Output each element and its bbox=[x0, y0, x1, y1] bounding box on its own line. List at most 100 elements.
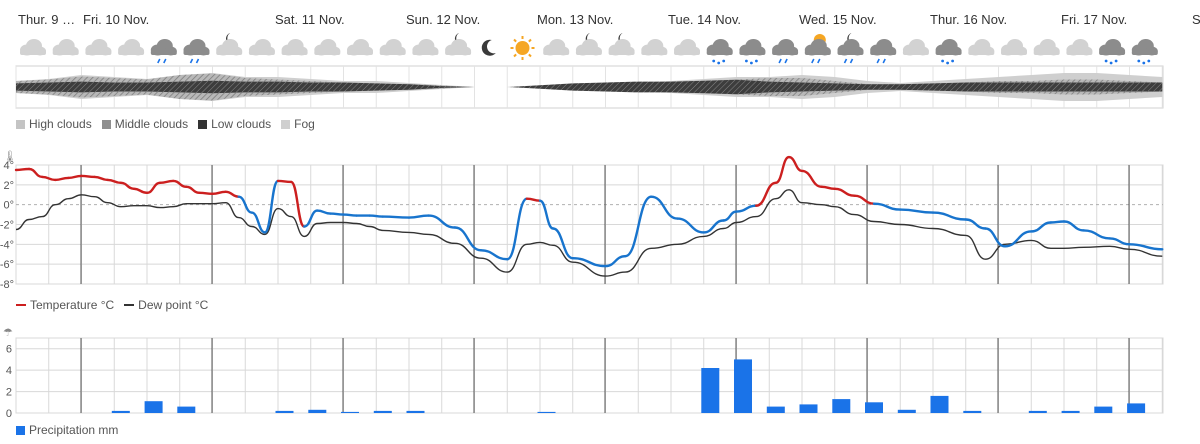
precipitation-bar bbox=[373, 410, 392, 413]
precipitation-bar bbox=[341, 411, 359, 413]
temperature-line-segment bbox=[872, 202, 902, 211]
temperature-line-segment bbox=[1049, 220, 1066, 224]
snow-cloud-icon bbox=[1099, 39, 1126, 65]
cloud-base bbox=[52, 50, 79, 55]
rain-drop bbox=[195, 58, 200, 64]
cloud-base bbox=[968, 50, 995, 55]
sun-icon bbox=[510, 36, 535, 60]
rain-drop bbox=[882, 58, 886, 64]
cloudy-icon bbox=[674, 39, 700, 56]
temperature-line-segment bbox=[41, 175, 57, 182]
rain-drop bbox=[189, 58, 194, 64]
temperature-line-segment bbox=[250, 211, 267, 234]
precipitation-bar bbox=[275, 410, 294, 413]
cloud-legend: High clouds Middle clouds Low clouds Fog bbox=[16, 117, 315, 131]
legend-temperature[interactable]: Temperature °C bbox=[16, 298, 114, 312]
cloud-base bbox=[902, 50, 929, 55]
cloudy-icon bbox=[412, 39, 439, 56]
cloud-base bbox=[739, 50, 766, 55]
legend-fog-label: Fog bbox=[294, 117, 315, 131]
temperature-tick-label: -2° bbox=[0, 220, 14, 232]
day-labels: Thur. 9 … Fri. 10 Nov. Sat. 11 Nov. Sun. 12… bbox=[18, 12, 1200, 27]
temperature-line-segment bbox=[106, 178, 122, 184]
temperature-line-segment bbox=[329, 212, 345, 216]
cloud-base bbox=[804, 50, 831, 55]
temperature-line-segment bbox=[67, 174, 83, 180]
rain-drop bbox=[778, 58, 782, 64]
temperature-tick-label: 4° bbox=[3, 160, 14, 172]
cloud-base bbox=[412, 50, 439, 55]
cloud-base bbox=[248, 50, 275, 55]
legend-low-clouds[interactable]: Low clouds bbox=[198, 117, 271, 131]
cloud-base bbox=[870, 50, 897, 55]
precipitation-bar bbox=[930, 395, 949, 413]
moon-shape bbox=[481, 39, 496, 56]
temperature-line-segment bbox=[1062, 220, 1085, 232]
cloud-base bbox=[445, 50, 472, 55]
cloudy-icon bbox=[543, 39, 570, 56]
temperature-line-segment bbox=[735, 204, 758, 213]
day-label: Tue. 14 Nov. bbox=[668, 12, 741, 27]
legend-precipitation[interactable]: Precipitation mm bbox=[16, 423, 118, 437]
temperature-tick-label: 2° bbox=[3, 180, 14, 192]
rain-cloud-icon bbox=[183, 39, 210, 64]
legend-low-clouds-label: Low clouds bbox=[211, 117, 272, 131]
temperature-line-segment bbox=[342, 213, 358, 217]
day-label: Mon. 13 Nov. bbox=[537, 12, 613, 27]
legend-high-clouds-label: High clouds bbox=[29, 117, 92, 131]
temperature-line-segment bbox=[479, 249, 509, 261]
temperature-line-segment bbox=[263, 179, 280, 234]
cloud-base bbox=[608, 50, 635, 55]
snow-cloud-icon bbox=[706, 39, 733, 65]
thermometer-icon: 🌡 bbox=[3, 150, 17, 163]
day-label: Sat. 11 Nov. bbox=[275, 12, 345, 27]
precipitation-bar bbox=[1028, 410, 1047, 413]
cloudy-icon bbox=[641, 39, 668, 56]
snow-flake bbox=[1109, 61, 1113, 65]
cloud-base bbox=[1066, 50, 1093, 55]
snow-flake bbox=[717, 61, 721, 65]
legend-middle-clouds[interactable]: Middle clouds bbox=[101, 117, 188, 131]
legend-fog[interactable]: Fog bbox=[281, 117, 315, 131]
snow-flake bbox=[1147, 59, 1151, 63]
temperature-line-segment bbox=[676, 217, 705, 234]
precipitation-bar bbox=[963, 410, 982, 413]
cloudy-icon bbox=[1001, 39, 1027, 56]
cloud-base bbox=[1099, 50, 1126, 55]
cloud-base bbox=[118, 50, 145, 55]
cloud-base bbox=[706, 50, 733, 55]
snow-cloud-icon bbox=[739, 39, 766, 65]
cloud-base bbox=[183, 50, 210, 55]
temperature-line-segment bbox=[774, 155, 791, 184]
cloud-base bbox=[575, 50, 602, 55]
precipitation-tick-label: 4 bbox=[6, 365, 12, 377]
temperature-line-segment bbox=[316, 209, 332, 215]
sun-ray bbox=[513, 38, 517, 43]
precipitation-bar bbox=[1127, 403, 1146, 413]
night-partly-cloudy-icon bbox=[575, 33, 602, 56]
cloud-base bbox=[837, 50, 864, 55]
cloudy-icon bbox=[85, 39, 112, 56]
cloud-cover-band bbox=[15, 65, 1164, 109]
temperature-line-segment bbox=[54, 176, 70, 182]
cloud-base bbox=[1033, 50, 1060, 55]
precipitation-bar bbox=[1094, 406, 1113, 413]
snow-flake bbox=[1142, 61, 1146, 65]
sun-ray bbox=[528, 38, 532, 43]
precipitation-bar bbox=[734, 359, 752, 413]
temperature-line-segment bbox=[833, 187, 856, 197]
legend-precipitation-label: Precipitation mm bbox=[29, 423, 119, 437]
cloud-base bbox=[150, 50, 177, 55]
temperature-line-segment bbox=[571, 257, 607, 268]
temperature-line-segment bbox=[551, 227, 574, 260]
sun-rain-cloud-icon bbox=[804, 34, 831, 64]
temperature-line-segment bbox=[289, 180, 306, 228]
temperature-tick-label: -6° bbox=[0, 259, 14, 271]
temperature-line-segment bbox=[132, 187, 149, 194]
legend-high-clouds[interactable]: High clouds bbox=[16, 117, 92, 131]
legend-dew-point[interactable]: Dew point °C bbox=[124, 298, 208, 312]
temperature-line-segment bbox=[506, 197, 529, 261]
night-partly-cloudy-icon bbox=[608, 33, 635, 56]
snow-flake bbox=[1104, 59, 1108, 63]
